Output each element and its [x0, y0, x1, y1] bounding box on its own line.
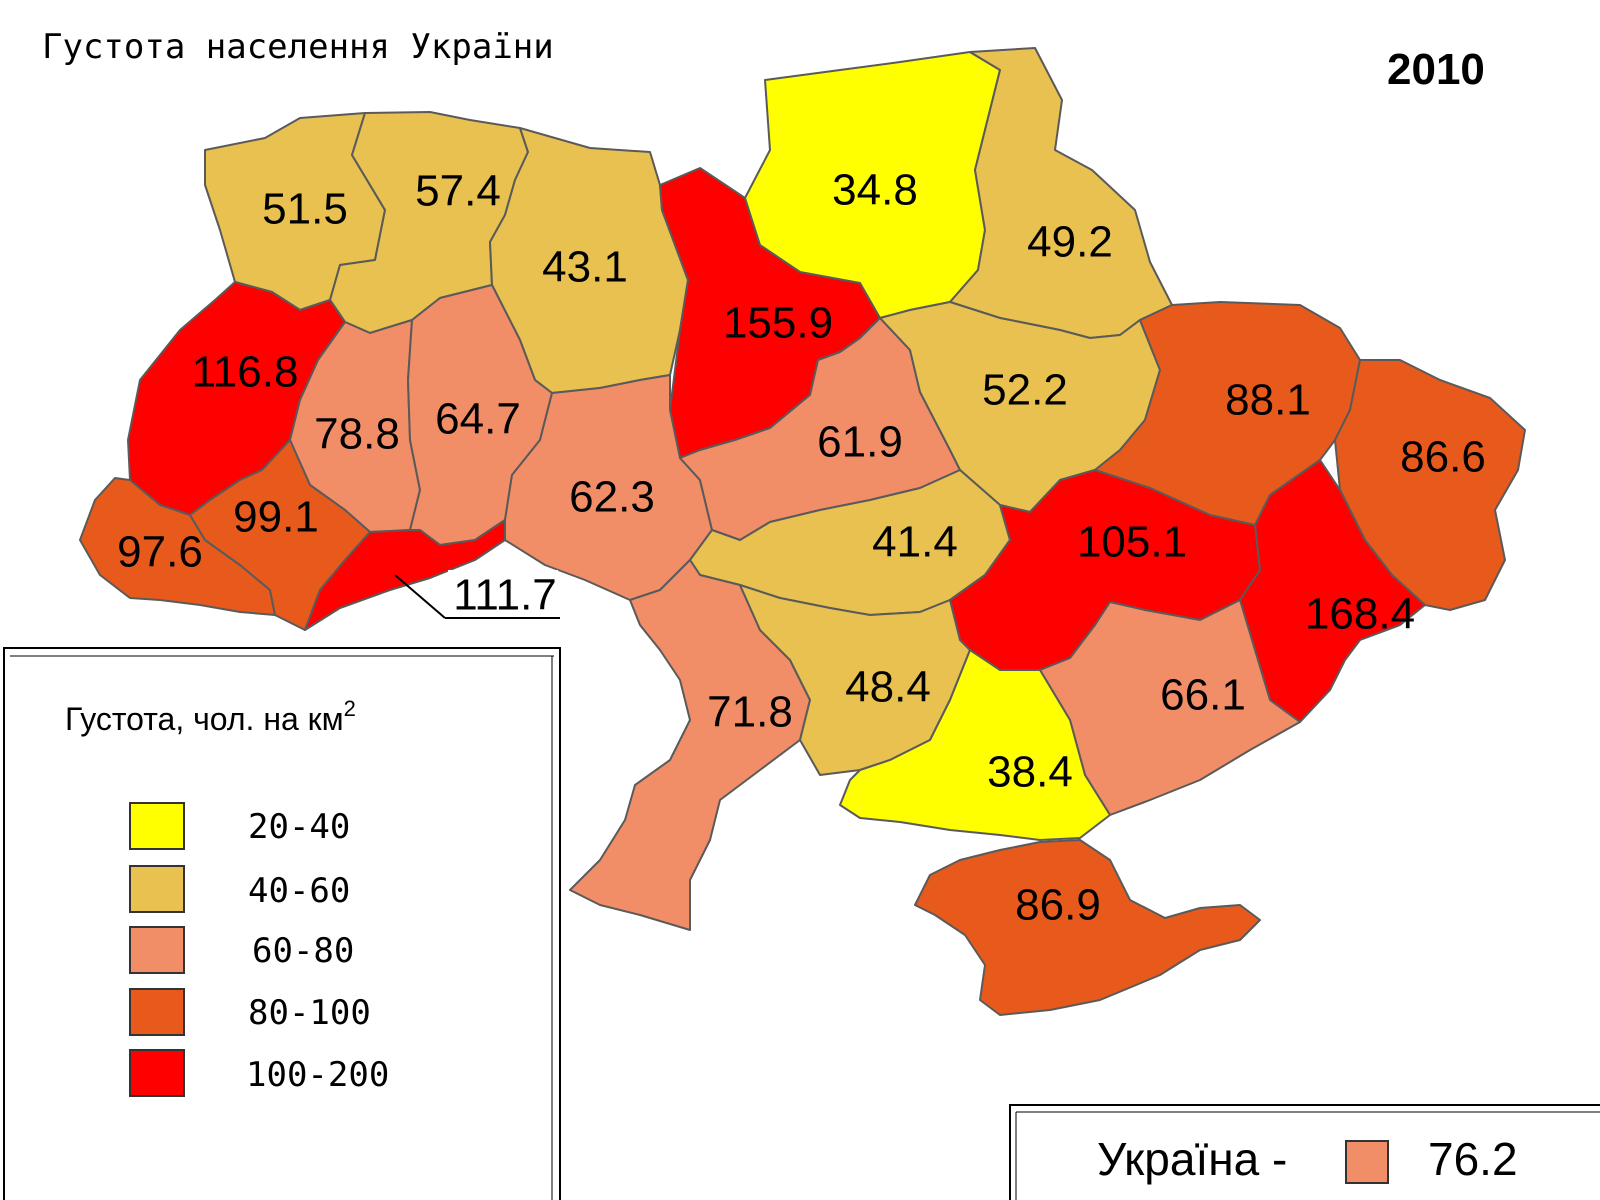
region-value-label: 168.4: [1305, 590, 1415, 639]
region-value-label: 111.7: [453, 571, 557, 620]
region-value-label: 61.9: [817, 418, 903, 467]
map-title: Густота населення України: [42, 27, 554, 67]
region-value-label: 52.2: [982, 366, 1068, 415]
region-kherson: [839, 649, 1111, 841]
region-value-label: 62.3: [569, 473, 655, 522]
legend-range-label: 40-60: [248, 871, 350, 911]
region-luhansk: [1334, 359, 1526, 611]
legend-range-label: 80-100: [248, 993, 371, 1033]
regions-layer: [79, 47, 1526, 1016]
region-value-label: 38.4: [987, 748, 1073, 797]
region-value-label: 51.5: [262, 185, 348, 234]
legend-frame: [3, 647, 561, 1200]
region-value-label: 49.2: [1027, 218, 1113, 267]
region-value-label: 97.6: [117, 528, 203, 577]
region-value-label: 41.4: [872, 518, 958, 567]
region-value-label: 57.4: [415, 167, 501, 216]
legend-swatch: [129, 1049, 185, 1097]
region-value-label: 155.9: [723, 299, 833, 348]
legend-swatch: [129, 988, 185, 1036]
region-chernivtsi: [304, 519, 506, 631]
region-value-label: 66.1: [1160, 671, 1246, 720]
region-labels-layer: 51.5 57.4 43.1 155.9 34.8 49.2 116.8 78.…: [117, 166, 1486, 930]
legend-range-label: 100-200: [246, 1055, 389, 1095]
region-value-label: 34.8: [832, 166, 918, 215]
region-value-label: 105.1: [1077, 518, 1187, 567]
region-value-label: 64.7: [435, 395, 521, 444]
region-value-label: 86.9: [1015, 881, 1101, 930]
ukraine-average-box: Україна - 76.2: [1009, 1104, 1600, 1200]
summary-swatch: [1345, 1140, 1389, 1184]
leader-111-7: [394, 570, 560, 619]
legend-swatch: [129, 802, 185, 850]
region-value-label: 78.8: [314, 410, 400, 459]
map-year: 2010: [1387, 45, 1485, 94]
legend-swatch: [129, 865, 185, 913]
region-value-label: 48.4: [845, 663, 931, 712]
region-value-label: 86.6: [1400, 433, 1486, 482]
summary-frame: [1009, 1104, 1600, 1200]
legend: Густота, чол. на км2 20-40 40-60 60-80 8…: [3, 647, 561, 1200]
region-value-label: 99.1: [233, 493, 319, 542]
region-crimea: [914, 839, 1261, 1016]
summary-value: 76.2: [1428, 1133, 1518, 1185]
legend-title: Густота, чол. на км2: [65, 696, 356, 737]
legend-swatch: [129, 926, 185, 974]
region-value-label: 88.1: [1225, 376, 1311, 425]
summary-label: Україна -: [1097, 1133, 1287, 1185]
region-value-label: 43.1: [542, 243, 628, 292]
region-value-label: 71.8: [707, 688, 793, 737]
legend-range-label: 20-40: [248, 807, 350, 847]
legend-range-label: 60-80: [252, 931, 354, 971]
region-value-label: 116.8: [192, 348, 299, 397]
